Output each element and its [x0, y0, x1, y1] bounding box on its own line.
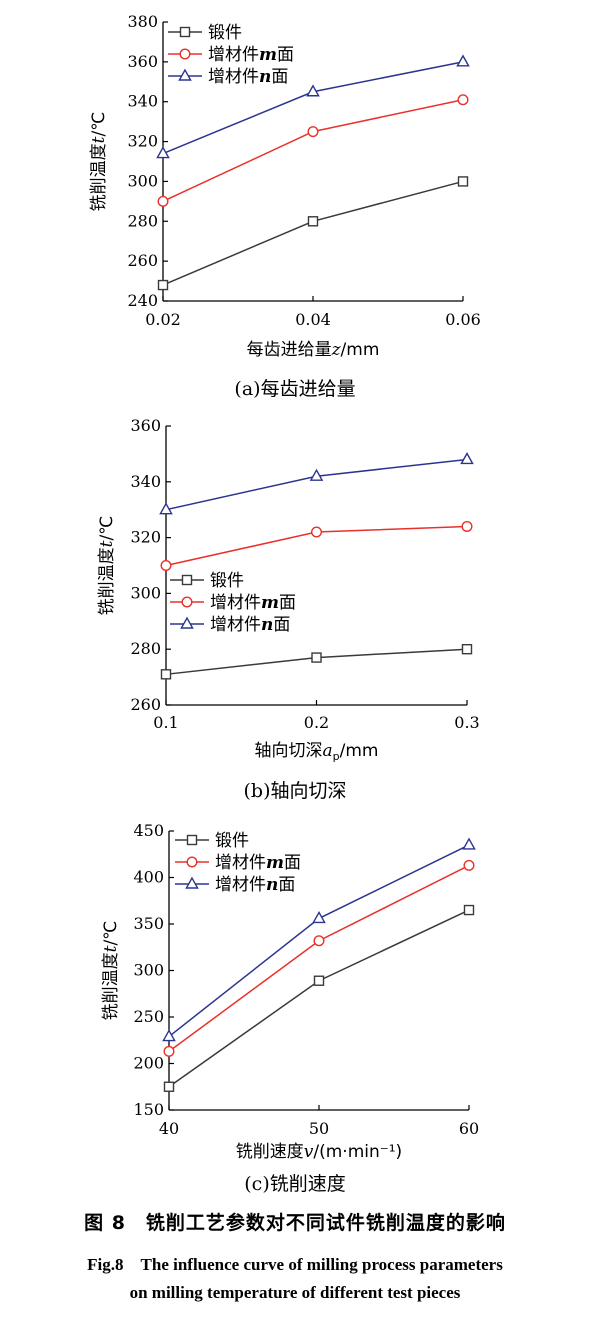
x-tick-label: 50	[309, 1119, 329, 1138]
x-tick-label: 60	[459, 1119, 479, 1138]
data-point	[313, 975, 325, 986]
legend-marker	[186, 834, 198, 846]
legend-label: 增材件m面	[215, 853, 301, 873]
x-tick-label: 0.2	[304, 713, 329, 732]
data-point	[306, 84, 320, 97]
data-point	[160, 559, 172, 571]
y-tick-label: 250	[133, 1007, 164, 1026]
x-tick-label: 0.1	[153, 713, 178, 732]
legend-label: 锻件	[210, 571, 244, 591]
y-tick-label: 320	[130, 528, 161, 547]
y-tick-label: 320	[127, 132, 158, 151]
data-point	[159, 502, 173, 515]
data-point	[313, 935, 325, 947]
figure-caption-en-line1: Fig.8 The influence curve of milling pro…	[87, 1255, 503, 1274]
chart-c-caption: (c)铣削速度	[244, 1173, 346, 1195]
y-axis-label: 铣削温度t/℃	[97, 516, 117, 616]
data-point	[461, 643, 473, 655]
chart-b-caption: (b)轴向切深	[243, 780, 347, 802]
data-point	[160, 669, 172, 680]
data-point	[457, 176, 469, 187]
data-point	[163, 1081, 175, 1092]
data-point	[163, 1045, 175, 1057]
y-tick-label: 280	[130, 639, 161, 658]
y-tick-label: 260	[127, 251, 158, 270]
x-tick-label: 0.04	[295, 310, 331, 329]
y-tick-label: 150	[133, 1100, 164, 1119]
legend-label: 锻件	[215, 831, 249, 851]
y-tick-label: 280	[127, 211, 158, 230]
legend-marker	[180, 616, 194, 629]
legend-marker	[181, 574, 193, 586]
legend-marker	[178, 68, 192, 81]
data-point	[157, 279, 169, 291]
y-tick-label: 450	[133, 821, 164, 840]
data-point	[463, 859, 475, 871]
legend-marker	[179, 26, 191, 38]
data-point	[307, 126, 319, 138]
chart-panel-a: 240 260 280 300 320 340 360 380 0.02 0.04 0.06 每齿进给…	[0, 0, 590, 410]
y-tick-label: 340	[130, 472, 161, 491]
chart-panel-c: 150 200 250 300 350 400 450 40 50 60 铣削速度v/(m·min⁻…	[0, 812, 590, 1204]
data-point	[460, 452, 474, 465]
legend-marker	[181, 596, 193, 608]
chart-b-svg: 260 280 300 320 340 360 0.1 0.2 0.3 轴向切深ap/mm 铣削温度…	[97, 416, 480, 763]
series-line	[162, 98, 464, 203]
data-point	[312, 910, 326, 924]
y-tick-label: 360	[130, 416, 161, 435]
legend-label: 增材件m面	[208, 45, 294, 65]
y-tick-label: 360	[127, 52, 158, 71]
data-point	[156, 146, 170, 159]
y-tick-label: 300	[127, 171, 158, 190]
data-point	[311, 526, 323, 538]
data-point	[309, 468, 324, 481]
data-point	[311, 652, 322, 663]
figure-caption-cn: 图 8 铣削工艺参数对不同试件铣削温度的影响	[84, 1212, 506, 1234]
x-axis-label: 每齿进给量z/mm	[247, 340, 380, 360]
y-tick-label: 350	[133, 914, 164, 933]
chart-panel-b: 260 280 300 320 340 360 0.1 0.2 0.3 轴向切深ap/mm 铣削温度…	[0, 410, 590, 812]
legend-label: 增材件n面	[208, 67, 288, 87]
y-tick-label: 380	[127, 12, 158, 31]
y-tick-label: 400	[133, 868, 164, 887]
y-tick-label: 200	[133, 1054, 164, 1073]
y-tick-label: 300	[133, 961, 164, 980]
legend-label: 增材件m面	[210, 593, 296, 613]
data-point	[463, 904, 475, 916]
legend-label: 增材件n面	[210, 615, 290, 635]
legend-marker	[186, 856, 198, 868]
data-point	[157, 195, 169, 207]
y-tick-label: 240	[127, 291, 158, 310]
y-axis-label: 铣削温度t/℃	[101, 921, 121, 1021]
x-tick-label: 0.02	[145, 310, 181, 329]
figure-caption-en-line2: on milling temperature of different test…	[129, 1283, 461, 1302]
y-axis-label: 铣削温度t/℃	[89, 112, 109, 212]
series-line	[165, 458, 468, 511]
x-tick-label: 40	[159, 1119, 179, 1138]
x-axis-label: 轴向切深ap/mm	[255, 741, 379, 763]
legend-label: 锻件	[208, 23, 242, 43]
chart-a-svg: 240 260 280 300 320 340 360 380 0.02 0.04 0.06 每齿进给…	[89, 12, 481, 360]
data-point	[462, 837, 476, 850]
chart-c-svg: 150 200 250 300 350 400 450 40 50 60 铣削速度v/(m·min⁻…	[101, 821, 479, 1162]
chart-a-caption: (a)每齿进给量	[234, 378, 356, 400]
series-line	[168, 864, 470, 1053]
y-tick-label: 300	[130, 583, 161, 602]
legend-marker	[179, 48, 191, 60]
data-point	[162, 1029, 176, 1042]
legend-label: 增材件n面	[215, 875, 295, 895]
x-tick-label: 0.06	[445, 310, 481, 329]
x-tick-label: 0.3	[454, 713, 479, 732]
x-axis-label: 铣削速度v/(m·min⁻¹)	[236, 1142, 402, 1162]
y-tick-label: 260	[130, 695, 161, 714]
data-point	[457, 94, 469, 106]
series-line	[162, 180, 464, 286]
data-point	[461, 520, 473, 532]
data-point	[456, 54, 470, 67]
y-tick-label: 340	[127, 92, 158, 111]
data-point	[307, 216, 319, 227]
legend-marker	[185, 876, 199, 889]
